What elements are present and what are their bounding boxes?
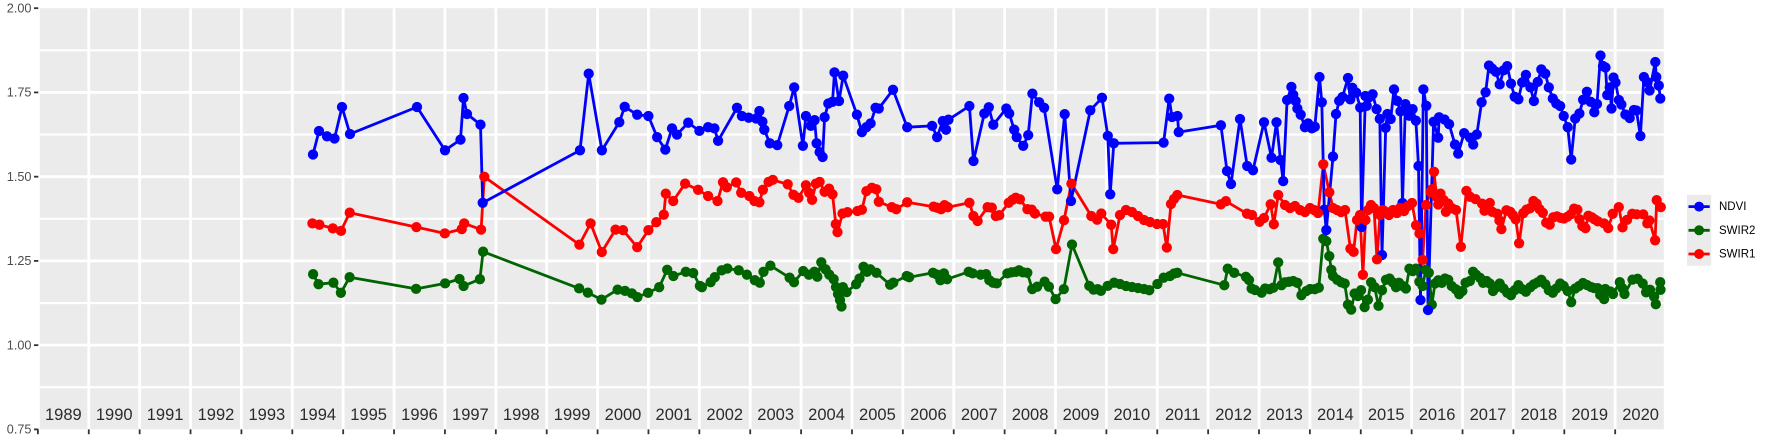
svg-text:SWIR2: SWIR2: [1719, 225, 1755, 237]
svg-text:2017: 2017: [1470, 406, 1507, 424]
svg-text:1990: 1990: [96, 406, 133, 424]
svg-text:2007: 2007: [961, 406, 998, 424]
svg-text:1999: 1999: [554, 406, 591, 424]
svg-text:1992: 1992: [198, 406, 235, 424]
svg-text:1993: 1993: [249, 406, 286, 424]
svg-text:2005: 2005: [859, 406, 896, 424]
svg-text:2013: 2013: [1266, 406, 1303, 424]
svg-text:SWIR1: SWIR1: [1719, 249, 1755, 261]
svg-text:1991: 1991: [147, 406, 184, 424]
svg-text:2019: 2019: [1571, 406, 1608, 424]
svg-text:2010: 2010: [1113, 406, 1150, 424]
svg-text:1995: 1995: [350, 406, 387, 424]
svg-text:2012: 2012: [1215, 406, 1252, 424]
svg-text:1998: 1998: [503, 406, 540, 424]
svg-text:2004: 2004: [808, 406, 845, 424]
svg-text:2008: 2008: [1012, 406, 1049, 424]
svg-text:1.25: 1.25: [7, 254, 32, 268]
svg-text:2011: 2011: [1165, 406, 1200, 424]
svg-text:2015: 2015: [1368, 406, 1405, 424]
svg-text:1996: 1996: [401, 406, 438, 424]
svg-text:2.00: 2.00: [7, 1, 32, 15]
svg-text:1994: 1994: [299, 406, 336, 424]
svg-text:1997: 1997: [452, 406, 489, 424]
svg-text:2006: 2006: [910, 406, 947, 424]
svg-text:2016: 2016: [1419, 406, 1456, 424]
svg-text:1989: 1989: [45, 406, 82, 424]
svg-text:1.00: 1.00: [7, 338, 32, 352]
svg-text:1.75: 1.75: [7, 86, 32, 100]
svg-text:2009: 2009: [1063, 406, 1100, 424]
svg-text:2002: 2002: [706, 406, 743, 424]
svg-text:2001: 2001: [656, 406, 693, 424]
svg-text:2000: 2000: [605, 406, 642, 424]
svg-text:0.75: 0.75: [7, 423, 32, 437]
svg-text:2018: 2018: [1521, 406, 1558, 424]
svg-text:NDVI: NDVI: [1719, 201, 1746, 213]
svg-text:2020: 2020: [1622, 406, 1659, 424]
svg-text:1.50: 1.50: [7, 170, 32, 184]
svg-text:2003: 2003: [757, 406, 794, 424]
svg-text:2014: 2014: [1317, 406, 1354, 424]
